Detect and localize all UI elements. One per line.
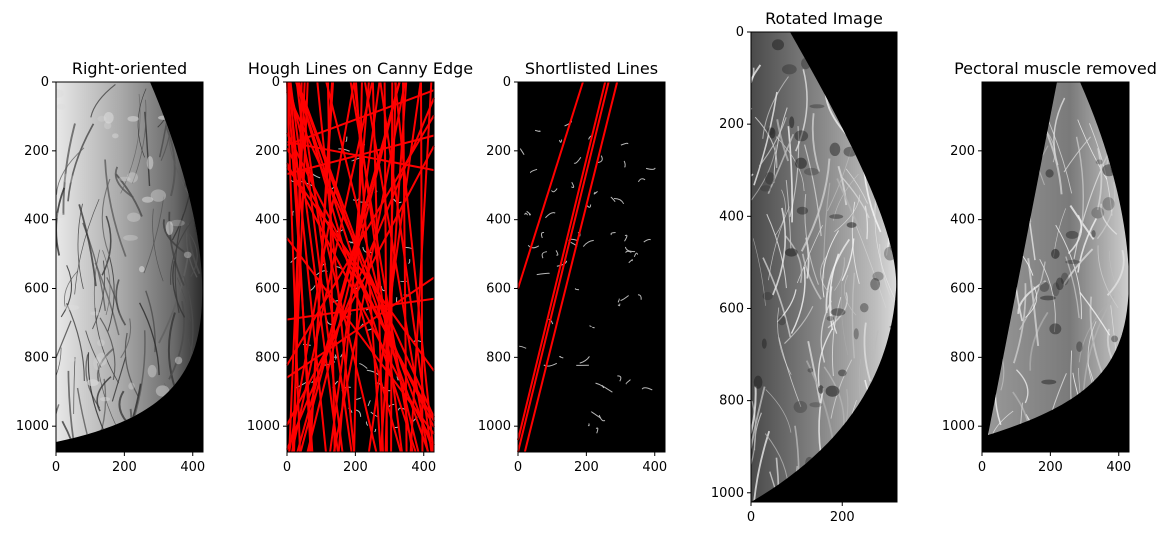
- hough-line: [286, 140, 435, 172]
- axes-frame-pect: [981, 81, 1130, 453]
- shortlisted-line: [517, 81, 607, 441]
- panel-title-rot: Rotated Image: [765, 9, 883, 28]
- y-tick-label: 200: [950, 144, 975, 159]
- hough-line: [286, 134, 435, 175]
- y-tick-label: 400: [719, 209, 744, 224]
- axes-frame-rot: [750, 31, 898, 503]
- y-tick-label: 400: [255, 213, 280, 228]
- x-tick-label: 200: [574, 460, 599, 475]
- y-tick-label: 800: [486, 350, 511, 365]
- hough-line: [286, 89, 435, 147]
- hough-line: [316, 81, 356, 453]
- hough-line: [286, 166, 435, 372]
- shortlisted-line: [517, 81, 584, 289]
- x-tick-label: 0: [52, 460, 60, 475]
- x-tick-label: 400: [642, 460, 667, 475]
- axes-frame-hough: [286, 81, 435, 453]
- y-tick-label: 1000: [16, 419, 49, 434]
- hough-line: [295, 81, 402, 453]
- x-tick-label: 200: [1038, 460, 1063, 475]
- hough-lines: [286, 81, 435, 453]
- x-tick-label: 400: [180, 460, 205, 475]
- hough-line: [288, 81, 306, 453]
- hough-line: [286, 297, 435, 321]
- shortlisted-line: [517, 81, 610, 453]
- y-tick-label: 0: [41, 75, 49, 90]
- x-tick-label: 0: [283, 460, 291, 475]
- y-tick-label: 800: [719, 394, 744, 409]
- hough-line: [409, 81, 433, 453]
- hough-line: [390, 81, 394, 453]
- hough-line: [286, 132, 435, 428]
- x-tick-label: 200: [112, 460, 137, 475]
- y-tick-label: 400: [950, 213, 975, 228]
- x-tick-label: 0: [747, 510, 755, 525]
- y-tick-label: 200: [719, 117, 744, 132]
- axes-frame-short: [517, 81, 666, 453]
- panel-pect: Pectoral muscle removed 200 400 600 800 1000 0…: [942, 59, 1157, 475]
- x-tick-label: 0: [514, 460, 522, 475]
- x-tick-label: 200: [343, 460, 368, 475]
- y-tick-label: 0: [272, 75, 280, 90]
- y-tick-label: 600: [719, 301, 744, 316]
- panel-hough: Hough Lines on Canny Edge020040060080010…: [247, 59, 473, 475]
- y-tick-label: 600: [255, 282, 280, 297]
- panel-title-pect: Pectoral muscle removed: [954, 59, 1157, 78]
- y-tick-label: 0: [736, 25, 744, 40]
- panel-right: Right-oriented 0 200 400 600 800 1000 0 200 400: [16, 59, 205, 475]
- y-tick-label: 1000: [711, 486, 744, 501]
- panel-title-short: Shortlisted Lines: [525, 59, 658, 78]
- shortlisted-lines: [517, 81, 619, 453]
- panel-short: Shortlisted Lines 0 200 400 600 800 1000 0 200 40…: [478, 59, 667, 475]
- y-tick-label: 400: [24, 213, 49, 228]
- y-tick-label: 600: [24, 282, 49, 297]
- image-background-short: [518, 82, 665, 452]
- hough-line: [295, 81, 417, 453]
- panel-title-right: Right-oriented: [72, 59, 187, 78]
- y-tick-label: 1000: [247, 419, 280, 434]
- y-tick-label: 600: [950, 282, 975, 297]
- y-tick-label: 800: [24, 350, 49, 365]
- hough-line: [286, 162, 435, 446]
- y-tick-label: 1000: [478, 419, 511, 434]
- x-tick-label: 0: [978, 460, 986, 475]
- y-tick-label: 0: [503, 75, 511, 90]
- y-tick-label: 800: [255, 350, 280, 365]
- x-tick-label: 400: [1106, 460, 1131, 475]
- y-tick-label: 200: [486, 144, 511, 159]
- y-tick-label: 600: [486, 282, 511, 297]
- x-tick-label: 200: [830, 510, 855, 525]
- y-tick-label: 1000: [942, 419, 975, 434]
- axes-frame-right: [55, 81, 204, 453]
- hough-line: [288, 81, 355, 453]
- panel-title-hough: Hough Lines on Canny Edge: [248, 59, 473, 78]
- hough-line: [286, 237, 435, 435]
- x-tick-label: 400: [411, 460, 436, 475]
- y-tick-label: 200: [255, 144, 280, 159]
- hough-line: [286, 147, 435, 422]
- y-tick-label: 400: [486, 213, 511, 228]
- y-tick-label: 200: [24, 144, 49, 159]
- hough-line: [286, 114, 435, 366]
- y-tick-label: 800: [950, 350, 975, 365]
- hough-line: [286, 276, 435, 379]
- shortlisted-line: [523, 81, 619, 453]
